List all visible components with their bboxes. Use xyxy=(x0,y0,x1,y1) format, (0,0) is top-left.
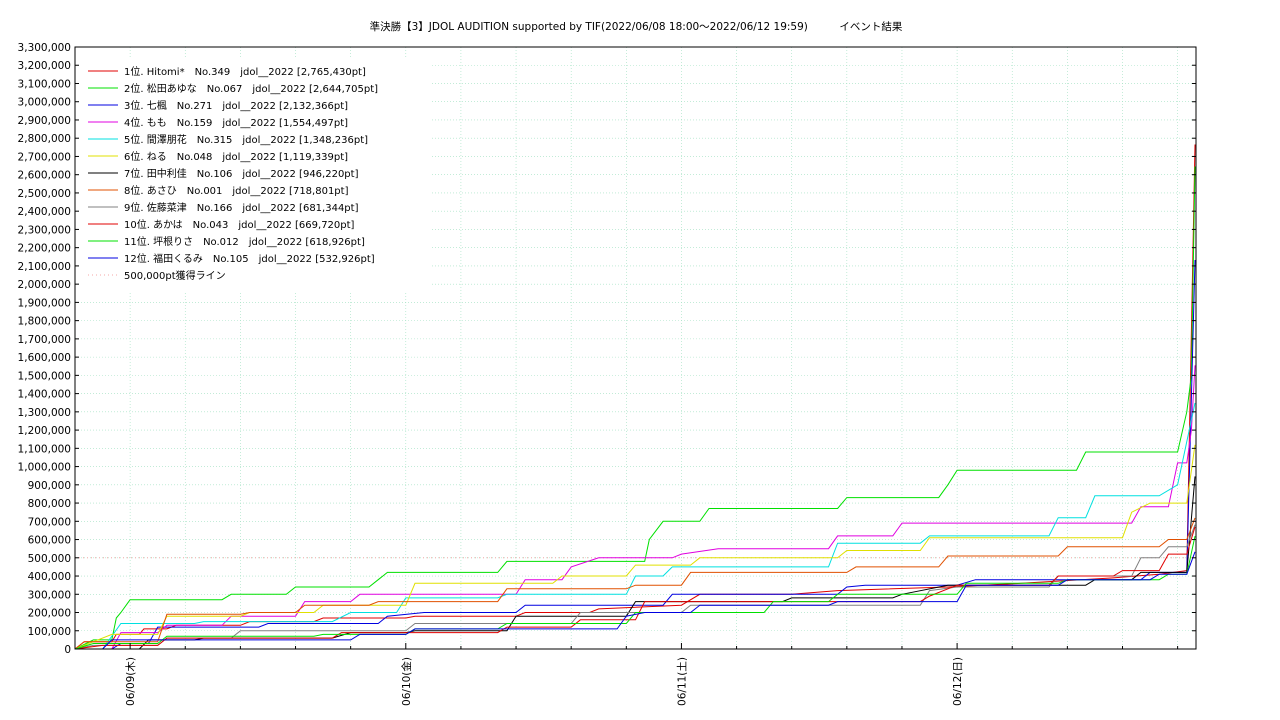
y-tick-label: 800,000 xyxy=(28,498,71,510)
y-tick-label: 2,100,000 xyxy=(18,261,71,273)
x-tick-label: 06/12(日) xyxy=(952,657,964,706)
y-tick-label: 1,400,000 xyxy=(18,389,71,401)
y-tick-label: 1,600,000 xyxy=(18,352,71,364)
y-tick-label: 2,000,000 xyxy=(18,279,71,291)
series-lines xyxy=(74,144,1196,650)
y-tick-label: 1,700,000 xyxy=(18,334,71,346)
series-line-2 xyxy=(74,166,1196,650)
y-axis: 0 100,000 200,000 300,000 400,000 500,000 600,… xyxy=(18,42,1196,656)
y-tick-label: 900,000 xyxy=(28,480,71,492)
legend-label: 11位. 坪根りさ No.012 jdol__2022 [618,926pt] xyxy=(124,235,365,248)
y-tick-label: 0 xyxy=(64,644,71,656)
y-tick-label: 500,000 xyxy=(28,553,71,565)
series-line-7 xyxy=(75,476,1196,650)
legend-label: 8位. あさひ No.001 jdol__2022 [718,801pt] xyxy=(124,184,349,197)
series-line-11 xyxy=(74,535,1196,650)
y-tick-label: 2,600,000 xyxy=(18,170,71,182)
y-tick-label: 1,500,000 xyxy=(18,370,71,382)
series-line-5 xyxy=(75,402,1196,650)
series-line-12 xyxy=(75,551,1196,650)
y-tick-label: 700,000 xyxy=(28,516,71,528)
y-tick-label: 1,800,000 xyxy=(18,316,71,328)
y-tick-label: 1,900,000 xyxy=(18,297,71,309)
y-tick-label: 100,000 xyxy=(28,626,71,638)
legend-label: 2位. 松田あゆな No.067 jdol__2022 [2,644,705pt… xyxy=(124,82,378,95)
y-tick-label: 1,000,000 xyxy=(18,462,71,474)
legend-label: 3位. 七楓 No.271 jdol__2022 [2,132,366pt] xyxy=(124,99,348,112)
plot-frame xyxy=(74,46,1197,650)
legend-label-reference: 500,000pt獲得ライン xyxy=(124,269,226,282)
x-tick-label: 06/09(木) xyxy=(125,657,137,706)
legend-label: 7位. 田中利佳 No.106 jdol__2022 [946,220pt] xyxy=(124,167,359,180)
y-tick-label: 200,000 xyxy=(28,608,71,620)
y-tick-label: 600,000 xyxy=(28,535,71,547)
legend-background xyxy=(80,58,430,291)
series-line-10 xyxy=(74,526,1196,650)
legend-label: 10位. あかは No.043 jdol__2022 [669,720pt] xyxy=(124,218,355,231)
y-tick-label: 1,300,000 xyxy=(18,407,71,419)
y-tick-label: 2,900,000 xyxy=(18,115,71,127)
x-tick-label: 06/10(金) xyxy=(400,657,413,706)
series-line-9 xyxy=(74,524,1196,650)
legend-label: 5位. 間澤朋花 No.315 jdol__2022 [1,348,236pt] xyxy=(124,133,368,146)
series-line-4 xyxy=(75,365,1196,650)
legend-label: 4位. もも No.159 jdol__2022 [1,554,497pt] xyxy=(124,116,348,129)
y-tick-label: 3,300,000 xyxy=(18,42,71,54)
y-tick-label: 2,200,000 xyxy=(18,243,71,255)
y-tick-label: 2,400,000 xyxy=(18,206,71,218)
series-line-6 xyxy=(74,444,1196,650)
y-tick-label: 3,100,000 xyxy=(18,78,71,90)
x-tick-label: 06/11(土) xyxy=(675,657,688,706)
x-axis: 06/09(木) 06/10(金) 06/11(土) 06/12(日) xyxy=(125,643,1179,706)
legend-label: 9位. 佐藤菜津 No.166 jdol__2022 [681,344pt] xyxy=(124,201,359,214)
legend-label: 12位. 福田くるみ No.105 jdol__2022 [532,926pt] xyxy=(124,252,375,265)
chart-title: 準決勝【3】JDOL AUDITION supported by TIF(202… xyxy=(369,21,903,33)
y-tick-label: 2,500,000 xyxy=(18,188,71,200)
legend-label: 1位. Hitomi* No.349 jdol__2022 [2,765,430… xyxy=(124,65,366,78)
legend-label: 6位. ねる No.048 jdol__2022 [1,119,339pt] xyxy=(124,150,348,163)
y-tick-label: 2,800,000 xyxy=(18,133,71,145)
series-line-8 xyxy=(74,517,1196,650)
series-line-3 xyxy=(75,259,1196,650)
y-tick-label: 300,000 xyxy=(28,589,71,601)
y-tick-label: 400,000 xyxy=(28,571,71,583)
y-tick-label: 1,200,000 xyxy=(18,425,71,437)
legend: 1位. Hitomi* No.349 jdol__2022 [2,765,430… xyxy=(88,65,378,282)
y-tick-label: 3,200,000 xyxy=(18,60,71,72)
y-tick-label: 2,700,000 xyxy=(18,151,71,163)
y-tick-label: 2,300,000 xyxy=(18,224,71,236)
y-tick-label: 1,100,000 xyxy=(18,443,71,455)
y-tick-label: 3,000,000 xyxy=(18,97,71,109)
